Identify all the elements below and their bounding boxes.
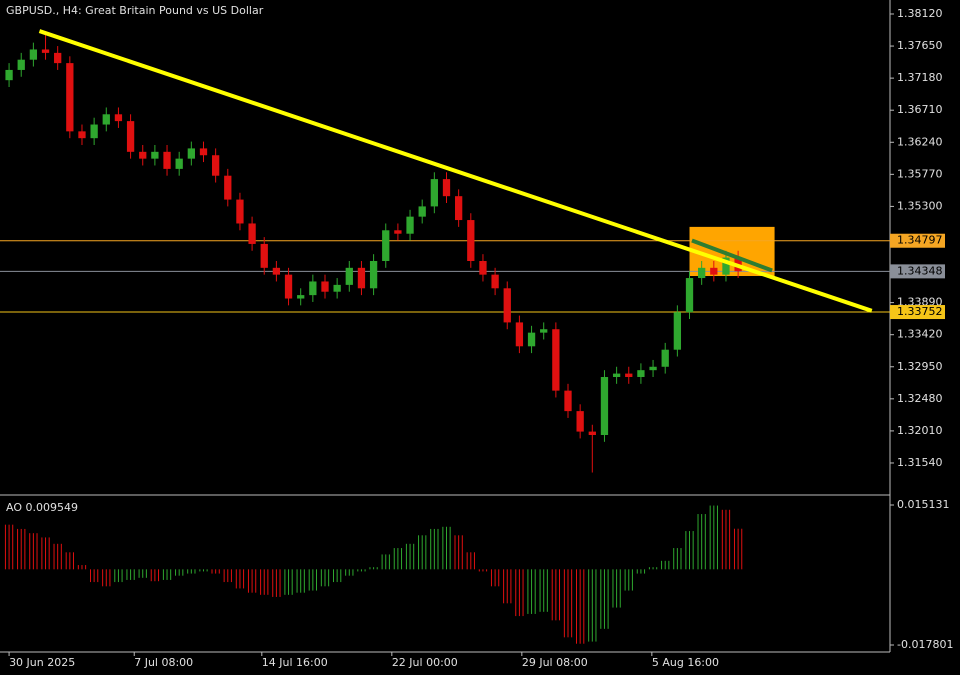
candle-body (455, 196, 463, 221)
candle-body (5, 69, 13, 81)
y-tick-label: 1.35770 (897, 167, 943, 180)
candle-body (491, 274, 499, 289)
candle-body (588, 431, 596, 435)
price-level-tag (890, 233, 945, 248)
y-tick-label: 1.32950 (897, 360, 943, 373)
candle-body (297, 295, 305, 299)
x-tick-label: 5 Aug 16:00 (652, 656, 719, 669)
y-tick-label: -0.017801 (897, 638, 953, 651)
candle-body (272, 267, 281, 275)
candle-body (90, 124, 98, 139)
candle-body (625, 373, 633, 377)
candle-body (175, 158, 183, 169)
candle-body (199, 148, 208, 156)
candle-body (139, 151, 147, 159)
candle-body (600, 376, 609, 435)
candle-body (126, 121, 135, 152)
y-tick-label: 1.33420 (897, 328, 943, 341)
candle-body (321, 281, 329, 292)
y-tick-label: 1.36710 (897, 103, 943, 116)
x-tick-label: 7 Jul 08:00 (134, 656, 193, 669)
candle-body (187, 148, 195, 159)
trendline (691, 238, 773, 273)
x-tick-label: 29 Jul 08:00 (522, 656, 588, 669)
price-level-label: 1.34348 (897, 264, 943, 277)
x-tick-label: 22 Jul 00:00 (392, 656, 458, 669)
candle-body (17, 59, 25, 70)
y-tick-label: 1.37650 (897, 39, 943, 52)
indicator-title: AO 0.009549 (6, 501, 78, 514)
candle-body (102, 114, 110, 125)
x-tick-label: 14 Jul 16:00 (262, 656, 328, 669)
candle-body (382, 230, 390, 261)
candle-body (552, 329, 560, 391)
candle-body (369, 260, 378, 289)
candle-body (503, 288, 511, 323)
candle-body (576, 411, 584, 432)
candle-body (406, 216, 414, 234)
candle-body (564, 390, 572, 412)
candle-body (41, 49, 50, 53)
candle-body (114, 114, 123, 122)
candle-body (540, 329, 548, 333)
candle-body (698, 267, 706, 279)
candle-body (394, 230, 402, 234)
candle-body (236, 199, 244, 224)
candle-body (66, 63, 74, 132)
candle-body (661, 349, 669, 367)
candle-body (78, 131, 86, 139)
candle-body (612, 373, 621, 377)
x-tick-label: 30 Jun 2025 (9, 656, 75, 669)
candle-body (685, 278, 694, 313)
y-tick-label: 1.31540 (897, 456, 943, 469)
y-tick-label: 1.36240 (897, 135, 943, 148)
price-level-tag (890, 264, 945, 279)
candle-body (479, 260, 487, 275)
candle-body (515, 322, 524, 347)
candle-body (284, 274, 293, 299)
y-tick-label: 1.32010 (897, 424, 943, 437)
y-tick-label: 1.35300 (897, 199, 943, 212)
candle-body (211, 155, 220, 176)
candle-body (260, 243, 268, 268)
candle-body (649, 366, 657, 371)
candle-body (151, 151, 159, 159)
price-level-tag (890, 305, 945, 320)
candle-body (467, 220, 475, 261)
y-tick-label: 0.015131 (897, 498, 950, 511)
candle-body (54, 52, 62, 64)
candle-body (309, 281, 317, 296)
candle-body (345, 267, 353, 285)
candle-body (442, 179, 451, 197)
chart-title: GBPUSD., H4: Great Britain Pound vs US D… (6, 4, 264, 17)
candle-body (357, 267, 366, 289)
candle-body (29, 49, 38, 60)
candle-body (333, 284, 341, 292)
candle-body (722, 257, 730, 275)
candle-body (418, 206, 426, 217)
candle-body (430, 179, 438, 207)
candle-body (527, 332, 536, 347)
y-tick-label: 1.38120 (897, 7, 943, 20)
trendline (38, 29, 873, 313)
candle-body (710, 267, 718, 275)
price-level-label: 1.33752 (897, 305, 943, 318)
y-tick-label: 1.32480 (897, 392, 943, 405)
candle-body (163, 151, 171, 169)
candle-body (224, 175, 232, 200)
y-tick-label: 1.37180 (897, 71, 943, 84)
candle-body (248, 223, 256, 244)
candle-body (673, 312, 682, 350)
price-level-label: 1.34797 (897, 234, 943, 247)
candle-body (637, 370, 645, 377)
